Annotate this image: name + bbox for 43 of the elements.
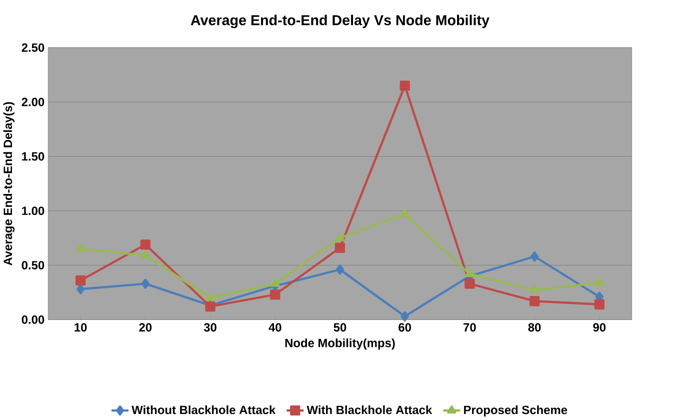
x-tick-label: 80 bbox=[528, 323, 541, 332]
point bbox=[400, 312, 409, 322]
point bbox=[465, 269, 474, 278]
x-tick-label: 40 bbox=[268, 323, 282, 332]
point bbox=[76, 244, 86, 252]
point bbox=[400, 80, 410, 91]
point bbox=[335, 233, 345, 242]
y-tick-label: 0.00 bbox=[22, 316, 44, 324]
point bbox=[140, 240, 150, 250]
point bbox=[529, 296, 540, 306]
point bbox=[594, 300, 604, 310]
legend-label: Proposed Scheme bbox=[464, 406, 568, 417]
x-tick-label: 60 bbox=[398, 323, 411, 332]
point bbox=[334, 242, 346, 254]
y-tick-label: 0.50 bbox=[22, 261, 44, 270]
x-tick-label: 10 bbox=[74, 323, 87, 332]
point bbox=[400, 209, 410, 218]
point bbox=[530, 252, 539, 262]
y-axis-title: Average End-to-End Delay(s) bbox=[3, 102, 15, 266]
point bbox=[594, 278, 604, 286]
y-tick-label: 2.00 bbox=[22, 98, 44, 106]
y-tick-label: 1.00 bbox=[22, 206, 44, 216]
point bbox=[206, 293, 215, 302]
chart-title: Average End-to-End Delay Vs Node Mobility bbox=[190, 14, 490, 28]
legend-label: With Blackhole Attack bbox=[306, 406, 432, 414]
legend-label: Without Blackhole Attack bbox=[132, 406, 276, 414]
x-tick-label: 20 bbox=[139, 323, 152, 332]
y-tick-label: 2.50 bbox=[22, 44, 44, 52]
point bbox=[464, 278, 475, 290]
point bbox=[270, 290, 280, 300]
x-axis-title: Node Mobility(mps) bbox=[285, 338, 395, 350]
point bbox=[336, 264, 344, 275]
x-tick-label: 90 bbox=[593, 323, 606, 332]
point bbox=[530, 285, 540, 294]
point bbox=[141, 278, 150, 290]
point bbox=[140, 250, 150, 259]
x-tick-label: 50 bbox=[334, 323, 346, 332]
point bbox=[270, 278, 280, 288]
point bbox=[75, 276, 86, 286]
x-tick-label: 30 bbox=[204, 323, 216, 332]
y-tick-label: 1.50 bbox=[22, 152, 44, 161]
point bbox=[76, 284, 85, 294]
x-tick-label: 70 bbox=[464, 323, 476, 332]
